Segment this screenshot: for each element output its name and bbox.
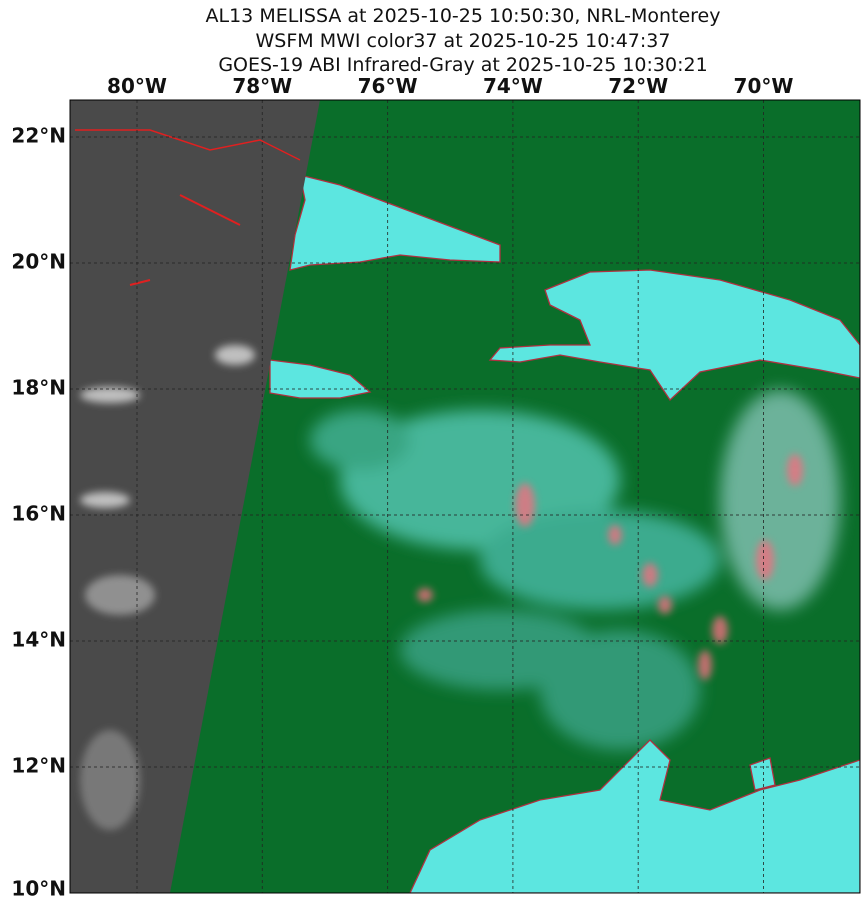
longitude-label: 80°W	[107, 74, 167, 98]
latitude-label: 22°N	[11, 124, 66, 148]
title-line: GOES-19 ABI Infrared-Gray at 2025-10-25 …	[218, 54, 707, 76]
longitude-label: 78°W	[232, 74, 292, 98]
longitude-label: 70°W	[734, 74, 794, 98]
title-line: AL13 MELISSA at 2025-10-25 10:50:30, NRL…	[206, 5, 721, 27]
title-line: WSFM MWI color37 at 2025-10-25 10:47:37	[256, 30, 671, 52]
latitude-label: 20°N	[11, 250, 66, 274]
map-frame	[69, 99, 861, 894]
latitude-label: 18°N	[11, 376, 66, 400]
latitude-label: 14°N	[11, 628, 66, 652]
map-image	[70, 100, 860, 893]
latitude-label: 10°N	[11, 877, 66, 901]
longitude-label: 72°W	[608, 74, 668, 98]
latitude-label: 16°N	[11, 502, 66, 526]
longitude-label: 74°W	[483, 74, 543, 98]
longitude-label: 76°W	[358, 74, 418, 98]
latitude-label: 12°N	[11, 754, 66, 778]
